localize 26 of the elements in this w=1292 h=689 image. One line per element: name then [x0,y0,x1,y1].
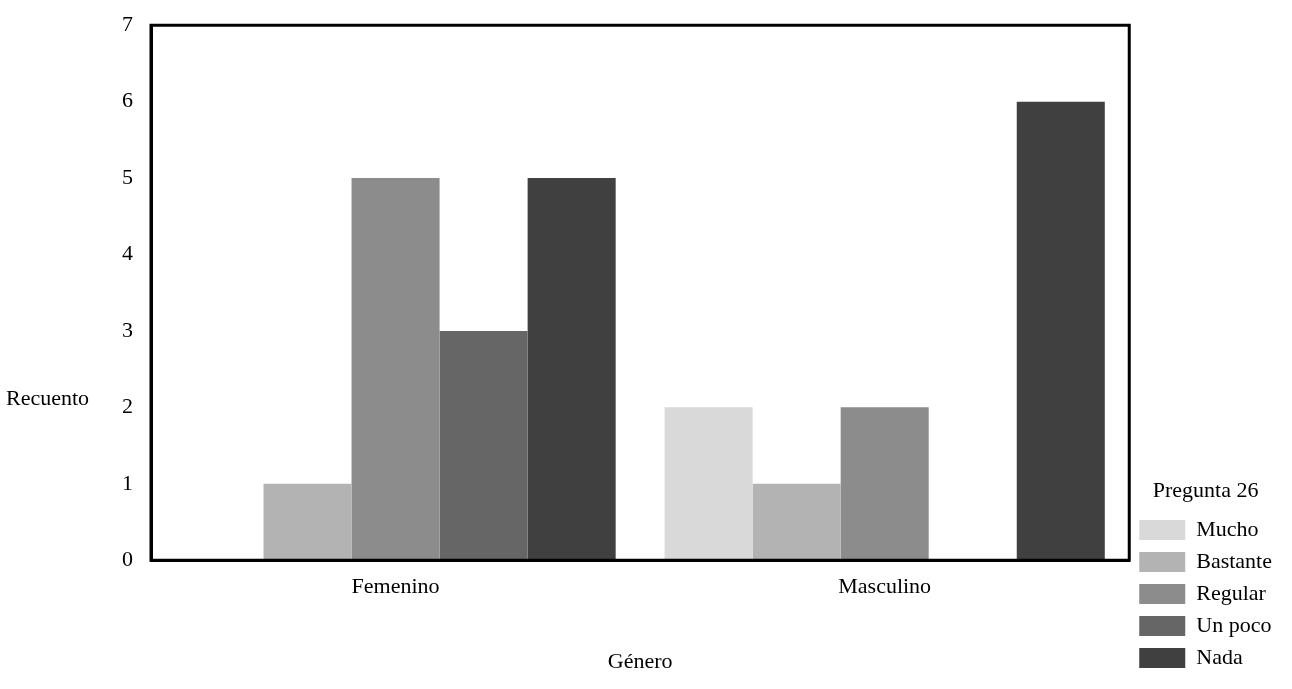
bar [351,178,440,561]
y-tick-label: 6 [122,87,133,113]
y-axis-title: Recuento [6,385,90,411]
y-tick-label: 1 [122,469,133,495]
y-tick-label: 7 [122,10,133,36]
legend-label: Un poco [1196,611,1272,637]
bar [263,483,352,561]
bar [527,178,616,561]
bar [840,407,929,561]
y-tick-label: 2 [122,393,133,419]
legend-title: Pregunta 26 [1152,477,1259,503]
x-tick-label: Masculino [838,573,932,599]
y-tick-label: 3 [122,316,133,342]
y-tick-label: 0 [122,545,133,571]
x-axis-title: Género [607,647,673,673]
bar [1016,101,1105,561]
bar [664,407,753,561]
bar [439,330,528,561]
x-tick-label: Femenino [351,573,440,599]
legend-label: Nada [1196,643,1243,669]
y-tick-label: 4 [122,240,133,266]
bar [752,483,841,561]
legend-label: Bastante [1196,547,1273,573]
legend-label: Regular [1196,579,1267,605]
y-tick-label: 5 [122,163,133,189]
legend-label: Mucho [1196,515,1259,541]
